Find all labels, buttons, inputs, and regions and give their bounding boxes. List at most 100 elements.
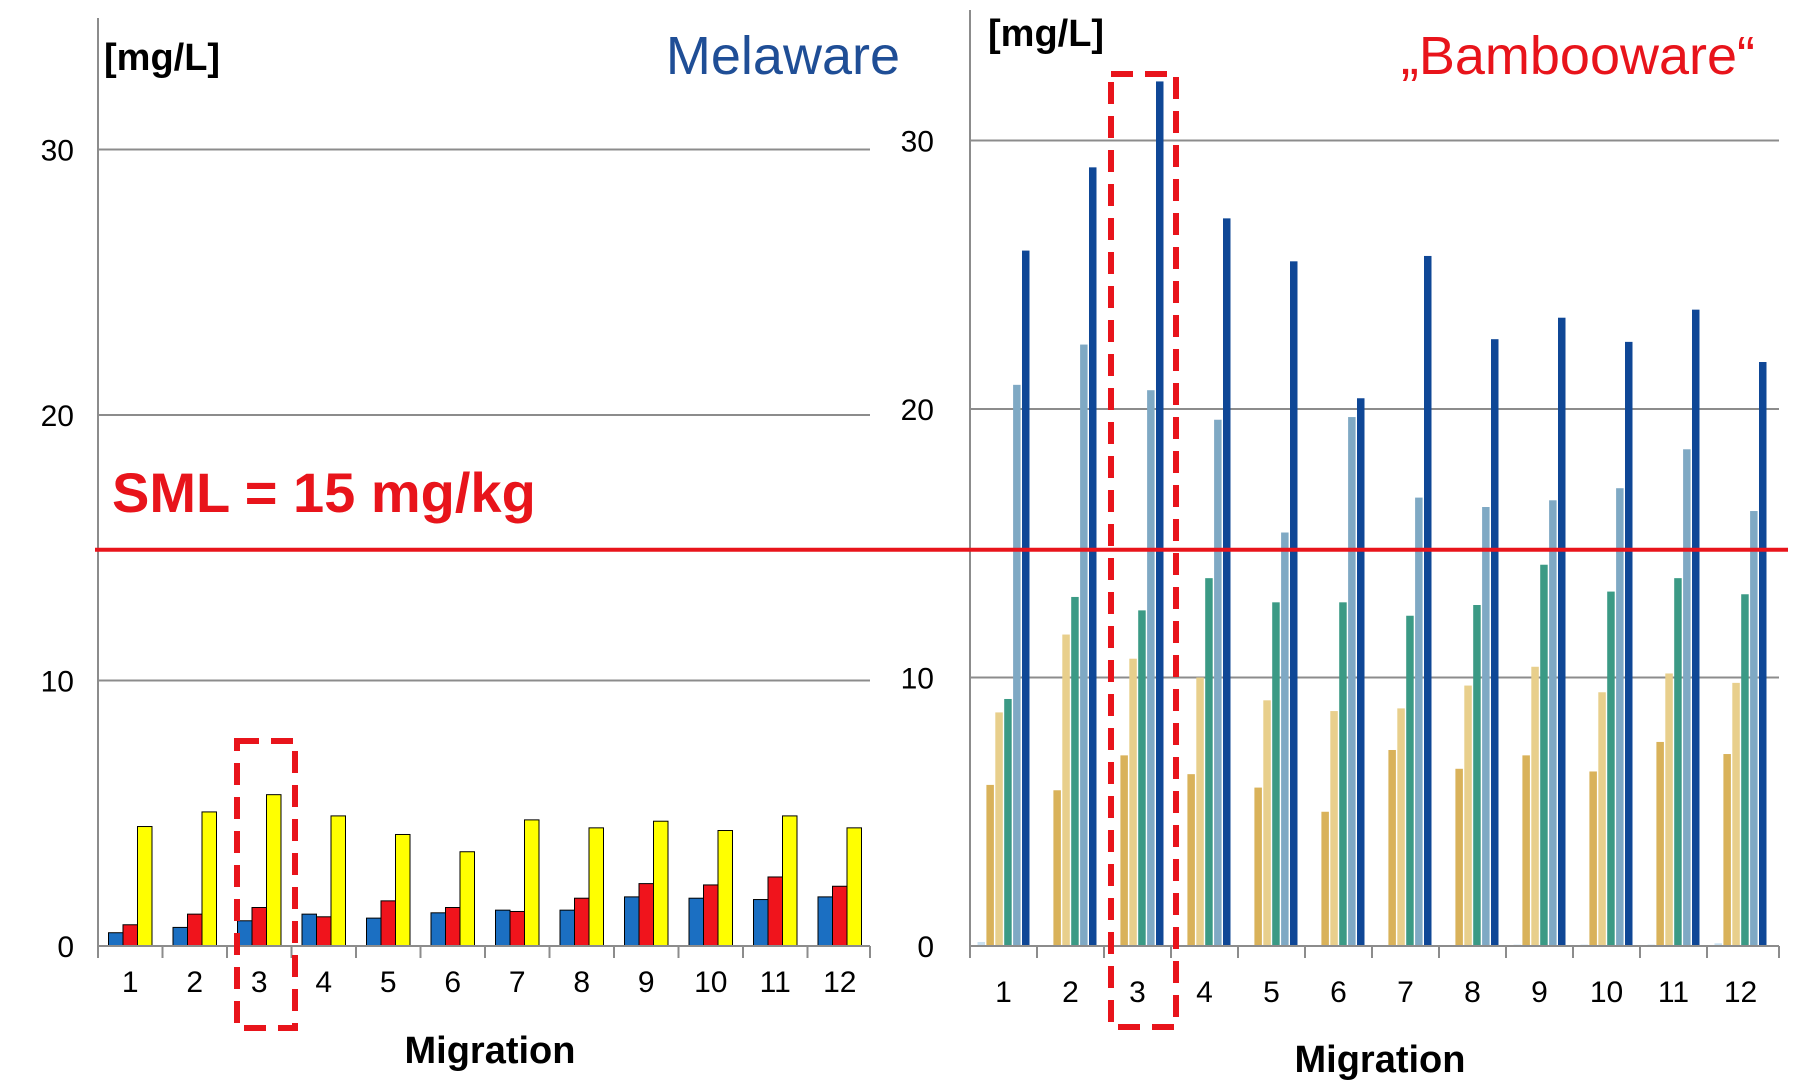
right-x-tick-label: 6 bbox=[1330, 976, 1347, 1009]
left-bar bbox=[559, 909, 575, 947]
right-bar bbox=[1330, 711, 1338, 946]
right-x-tick-label: 3 bbox=[1129, 976, 1146, 1009]
left-bar bbox=[753, 899, 769, 947]
left-bar bbox=[301, 913, 317, 947]
right-bar bbox=[1290, 261, 1298, 946]
right-x-tick-label: 7 bbox=[1397, 976, 1414, 1009]
right-bar bbox=[1522, 755, 1530, 946]
right-bar bbox=[1750, 511, 1758, 946]
right-bar bbox=[986, 784, 994, 946]
left-bar bbox=[330, 815, 346, 947]
right-bar bbox=[1732, 682, 1740, 946]
left-bar bbox=[172, 926, 188, 947]
right-bar bbox=[1357, 398, 1365, 946]
right-x-tick-label: 10 bbox=[1590, 976, 1623, 1009]
right-bar bbox=[1129, 658, 1137, 946]
right-x-tick-label: 4 bbox=[1196, 976, 1213, 1009]
left-bar bbox=[832, 885, 848, 947]
right-x-tick-label: 2 bbox=[1062, 976, 1079, 1009]
right-bar bbox=[1147, 390, 1155, 947]
right-x-tick-label: 1 bbox=[995, 976, 1012, 1009]
left-bar bbox=[430, 912, 446, 947]
left-x-tick-label: 3 bbox=[251, 966, 268, 999]
left-bar bbox=[251, 907, 267, 947]
left-bar bbox=[588, 827, 604, 947]
left-bar bbox=[445, 907, 461, 947]
left-bar bbox=[574, 897, 590, 947]
left-bar bbox=[688, 897, 704, 947]
left-bar bbox=[509, 910, 525, 947]
right-bar bbox=[1665, 673, 1673, 946]
left-bar bbox=[524, 819, 540, 947]
right-bar bbox=[1558, 317, 1566, 947]
right-bar bbox=[1625, 341, 1633, 946]
right-bar bbox=[1406, 615, 1414, 946]
left-bar bbox=[495, 909, 511, 947]
right-bar bbox=[1196, 677, 1204, 946]
bambooware-title: „Bambooware“ bbox=[1401, 26, 1755, 86]
right-bar bbox=[1397, 708, 1405, 946]
right-bar bbox=[1013, 384, 1021, 947]
right-bar bbox=[1272, 602, 1280, 946]
left-y-unit-label: [mg/L] bbox=[104, 37, 220, 79]
left-bar bbox=[653, 820, 669, 947]
right-bar bbox=[1589, 771, 1597, 946]
left-y-tick-label: 10 bbox=[41, 666, 74, 699]
right-bar bbox=[1080, 344, 1088, 946]
right-bar bbox=[1214, 419, 1222, 946]
left-bar bbox=[108, 932, 124, 947]
right-bar bbox=[1491, 339, 1499, 946]
right-gridlines bbox=[970, 139, 1779, 679]
right-bar bbox=[1348, 417, 1356, 946]
left-y-tick-label: 0 bbox=[57, 931, 74, 964]
left-bar bbox=[624, 896, 640, 947]
right-bar bbox=[1531, 666, 1539, 946]
right-bar bbox=[1138, 610, 1146, 946]
right-bar bbox=[1759, 362, 1767, 946]
right-y-unit-label: [mg/L] bbox=[988, 13, 1104, 55]
left-x-tick-label: 6 bbox=[444, 966, 461, 999]
right-x-ticks bbox=[969, 946, 1780, 958]
left-bar bbox=[380, 900, 396, 947]
right-y-tick-label: 30 bbox=[901, 126, 934, 159]
right-bar bbox=[1062, 634, 1070, 946]
left-bar bbox=[782, 815, 798, 947]
right-bar bbox=[1723, 754, 1731, 946]
right-y-tick-label: 0 bbox=[917, 931, 934, 964]
right-bar bbox=[1321, 811, 1329, 946]
right-bar bbox=[977, 941, 985, 946]
right-x-tick-label: 11 bbox=[1658, 976, 1689, 1009]
sml-annotation: SML = 15 mg/kg bbox=[112, 461, 536, 524]
left-bar bbox=[717, 830, 733, 947]
right-bar bbox=[1388, 749, 1396, 946]
right-bar bbox=[1263, 700, 1271, 946]
right-x-axis-title: Migration bbox=[1295, 1039, 1466, 1081]
right-bar bbox=[1156, 81, 1164, 947]
right-bar bbox=[1339, 602, 1347, 946]
left-bar bbox=[395, 833, 411, 947]
melaware-title: Melaware bbox=[666, 26, 900, 86]
left-x-tick-label: 10 bbox=[694, 966, 727, 999]
right-bar bbox=[1741, 594, 1749, 946]
right-bar bbox=[1692, 309, 1700, 946]
left-x-tick-label: 11 bbox=[760, 966, 791, 999]
right-bar bbox=[1424, 255, 1432, 946]
right-bar bbox=[1022, 250, 1030, 946]
right-bar bbox=[1714, 943, 1722, 946]
left-bar bbox=[122, 924, 138, 947]
right-bar bbox=[1540, 564, 1548, 946]
left-highlight-box bbox=[234, 738, 298, 1031]
right-y-tick-labels: 0 10 20 30 bbox=[901, 126, 934, 965]
right-bar bbox=[1464, 685, 1472, 946]
right-bar bbox=[1607, 591, 1615, 946]
left-x-tick-label: 5 bbox=[380, 966, 397, 999]
right-bar bbox=[1455, 768, 1463, 946]
right-bar bbox=[1187, 774, 1195, 946]
left-bar bbox=[703, 884, 719, 947]
left-bar bbox=[638, 883, 654, 947]
left-x-tick-label: 4 bbox=[315, 966, 332, 999]
left-bar bbox=[459, 851, 475, 947]
left-x-tick-label: 12 bbox=[823, 966, 856, 999]
